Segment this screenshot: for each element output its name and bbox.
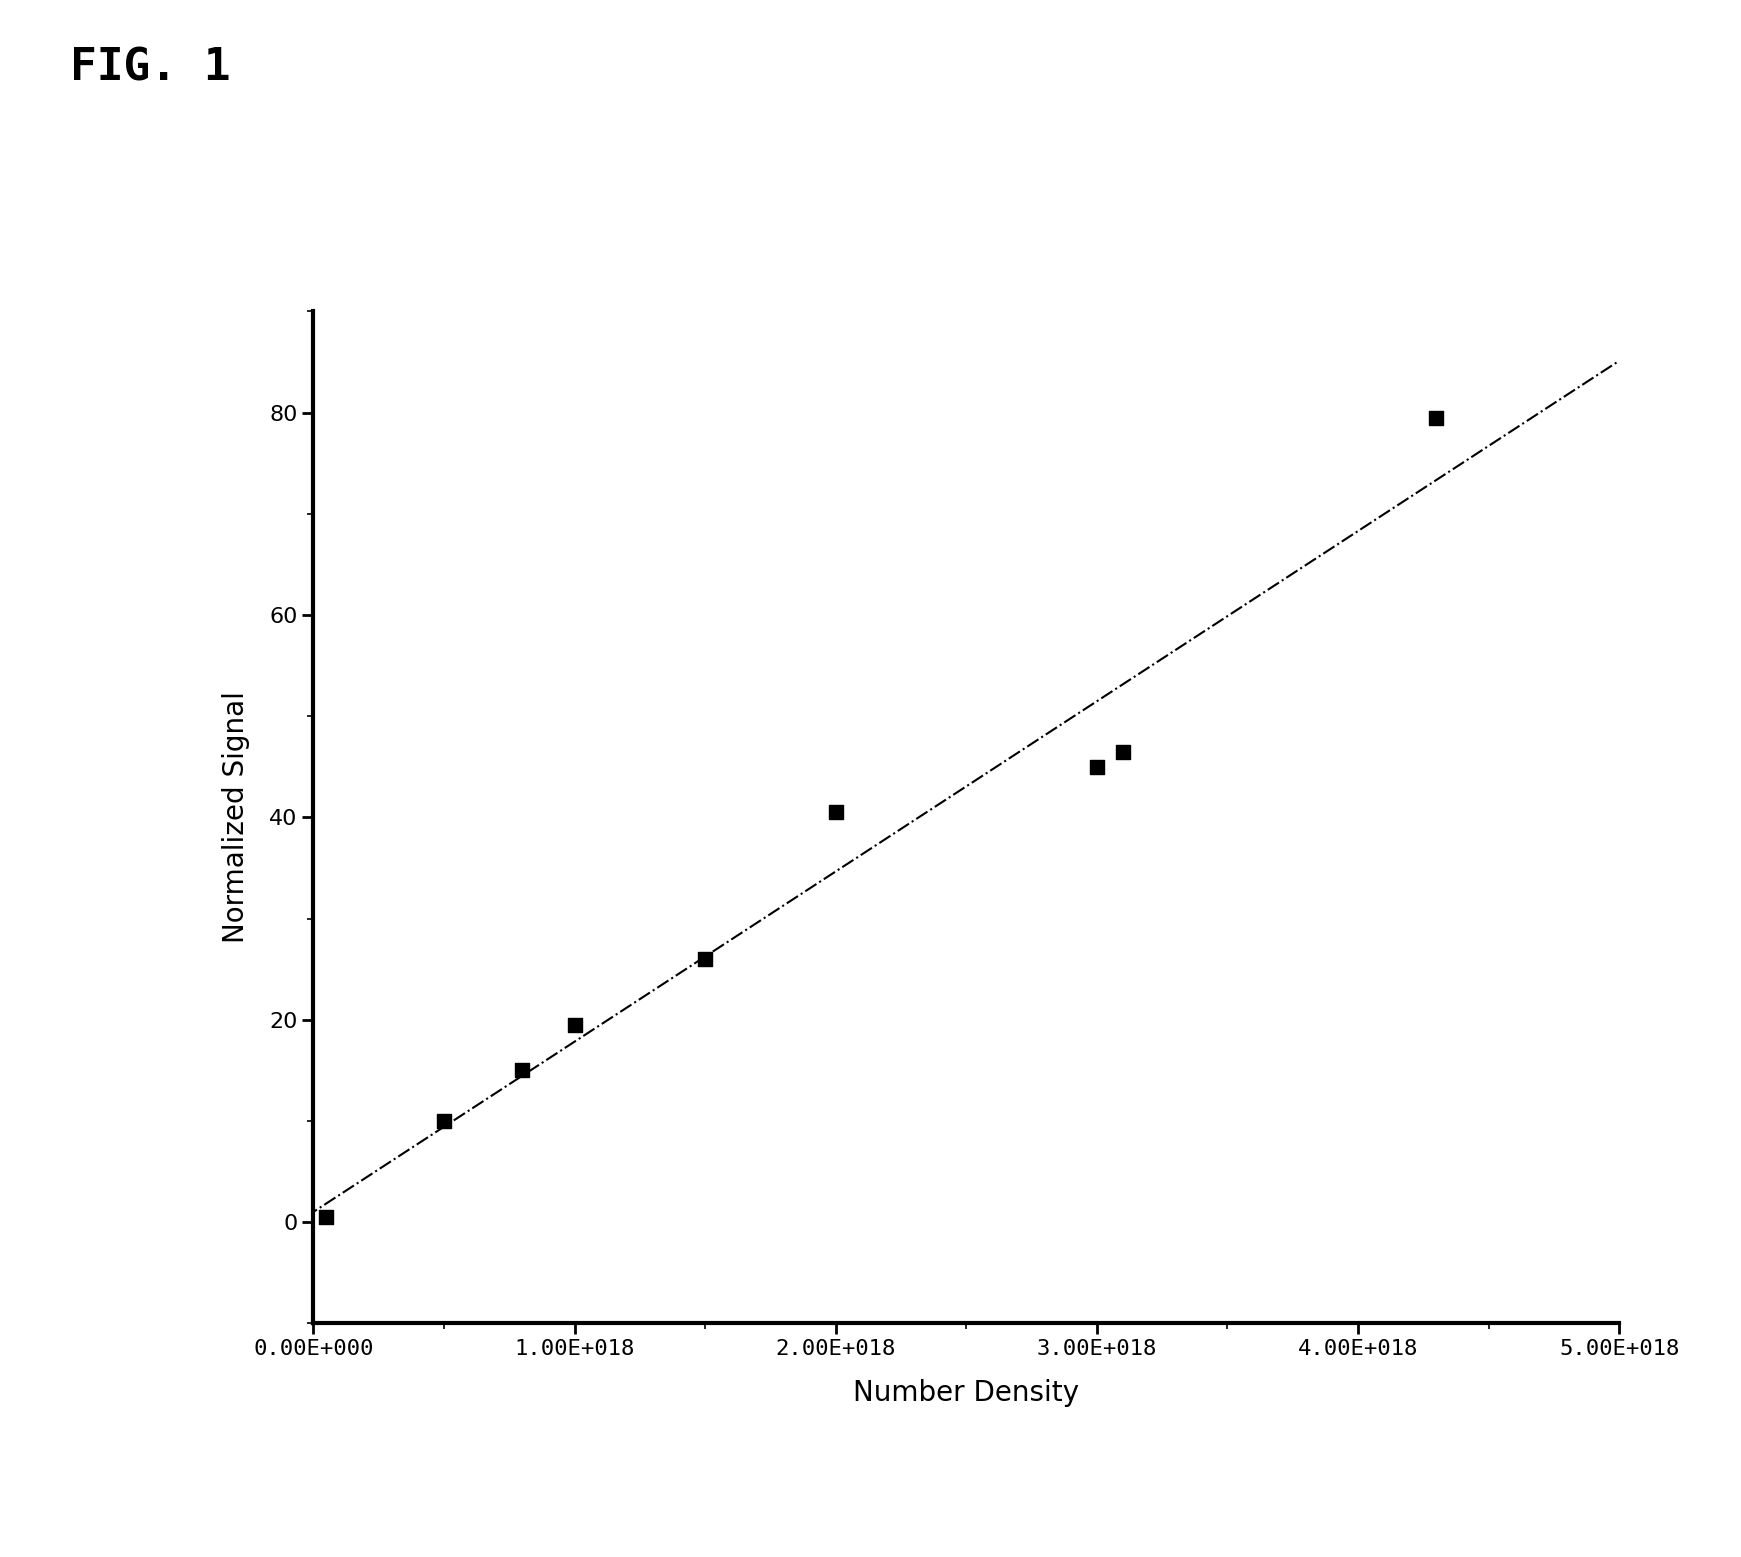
Point <box>508 1059 536 1084</box>
Text: FIG. 1: FIG. 1 <box>70 47 230 90</box>
Point <box>1083 755 1111 780</box>
X-axis label: Number Density: Number Density <box>853 1380 1079 1408</box>
Y-axis label: Normalized Signal: Normalized Signal <box>221 691 249 944</box>
Point <box>313 1205 341 1230</box>
Point <box>561 1012 588 1037</box>
Point <box>430 1109 458 1133</box>
Point <box>822 800 850 825</box>
Point <box>1109 740 1137 764</box>
Point <box>1422 405 1450 430</box>
Point <box>691 947 719 972</box>
